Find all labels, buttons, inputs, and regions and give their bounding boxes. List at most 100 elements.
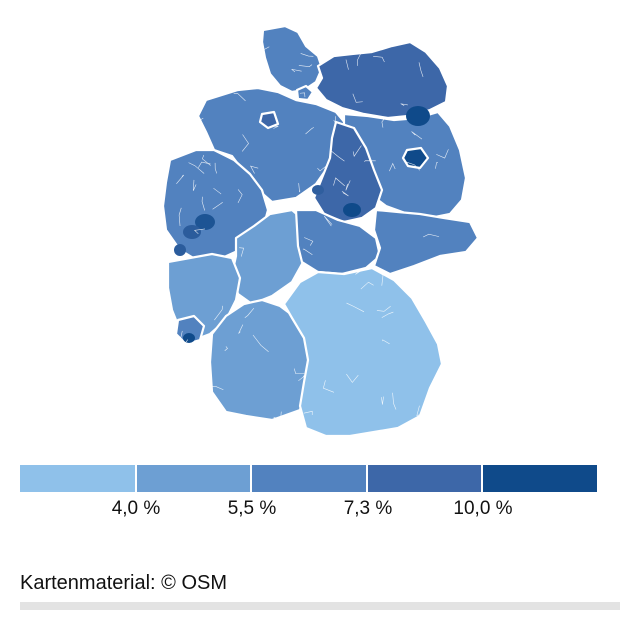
district-border <box>302 248 313 255</box>
district-border <box>296 194 302 208</box>
district-border <box>400 103 408 106</box>
district-border <box>303 410 313 415</box>
legend-swatch-4 <box>367 465 482 492</box>
state-hamburg <box>295 84 315 102</box>
district-border <box>333 177 345 187</box>
legend-swatch-3 <box>252 465 366 492</box>
district-border <box>346 302 365 313</box>
district-border <box>213 187 222 195</box>
high-rate-cluster-1 <box>183 225 201 239</box>
legend-label-2: 5,5 % <box>227 498 277 519</box>
legend-swatch-1 <box>20 465 135 492</box>
district-border <box>300 53 314 57</box>
state-sachsen-anhalt <box>312 120 384 224</box>
district-border <box>215 40 225 50</box>
district-border <box>237 189 243 204</box>
district-border <box>317 164 328 172</box>
district-border <box>436 149 449 159</box>
state-schleswig-holstein <box>260 24 324 94</box>
district-border <box>406 161 421 171</box>
district-border <box>355 267 366 275</box>
district-border <box>198 161 211 168</box>
district-border <box>352 145 362 157</box>
district-border <box>352 93 363 103</box>
legend-label-4: 10,0 % <box>453 498 513 519</box>
district-border <box>273 411 282 421</box>
district-border <box>435 373 442 385</box>
district-border <box>212 202 223 210</box>
district-border <box>192 179 197 191</box>
legend-swatch-5 <box>483 465 597 492</box>
district-border <box>194 136 197 145</box>
district-border <box>416 405 423 416</box>
district-border <box>323 215 333 227</box>
district-border <box>224 36 240 53</box>
district-border <box>440 339 451 348</box>
district-border <box>381 396 384 405</box>
state-saarland <box>174 314 206 346</box>
district-border <box>214 162 217 174</box>
district-border <box>322 380 335 393</box>
district-border <box>418 62 424 77</box>
district-border <box>298 375 306 382</box>
district-border <box>194 117 204 132</box>
district-border <box>273 125 279 129</box>
high-rate-cluster-2 <box>406 106 430 126</box>
district-border <box>304 237 314 246</box>
high-rate-cluster-5 <box>407 152 421 164</box>
district-border <box>239 247 245 257</box>
district-border <box>345 59 349 70</box>
high-rate-cluster-6 <box>312 185 324 195</box>
district-border <box>389 162 396 172</box>
district-border <box>201 44 210 53</box>
district-border <box>199 376 204 383</box>
district-border <box>241 134 249 152</box>
district-border <box>424 303 434 309</box>
district-border <box>224 346 228 351</box>
district-border <box>392 392 397 410</box>
district-border <box>244 307 255 318</box>
district-border <box>357 53 361 66</box>
state-thueringen <box>294 208 382 276</box>
district-border <box>291 68 302 73</box>
district-border <box>200 93 204 100</box>
credit-divider <box>20 602 620 610</box>
color-legend <box>20 465 598 492</box>
district-border <box>373 56 385 63</box>
legend-label-3: 7,3 % <box>343 498 393 519</box>
district-border <box>411 131 423 140</box>
district-border <box>182 339 188 348</box>
high-rate-cluster-7 <box>174 244 186 256</box>
high-rate-cluster-3 <box>343 203 361 217</box>
district-border <box>331 150 345 162</box>
district-border <box>214 305 224 321</box>
district-border <box>178 411 184 421</box>
district-border <box>298 64 313 67</box>
high-rate-cluster-4 <box>183 333 195 343</box>
district-border <box>345 180 351 191</box>
state-sachsen <box>372 208 480 276</box>
district-border <box>346 373 359 383</box>
map-credit: Kartenmaterial: © OSM <box>20 572 228 594</box>
district-border <box>188 162 205 174</box>
district-border <box>341 190 349 197</box>
district-border <box>423 233 440 238</box>
district-border <box>233 93 246 102</box>
district-border <box>193 228 206 235</box>
district-border <box>435 162 438 169</box>
district-border <box>293 368 305 374</box>
district-border <box>178 330 183 345</box>
district-border <box>176 174 185 185</box>
district-border <box>212 386 224 391</box>
district-border <box>194 397 202 407</box>
district-border <box>201 196 205 211</box>
high-rate-cluster-0 <box>195 214 215 230</box>
legend-label-1: 4,0 % <box>111 498 161 519</box>
district-border <box>381 117 386 128</box>
district-border <box>435 269 440 274</box>
district-border <box>364 160 376 162</box>
district-border <box>299 92 306 98</box>
district-border <box>305 127 314 135</box>
district-border <box>376 306 391 312</box>
district-border <box>381 311 394 318</box>
